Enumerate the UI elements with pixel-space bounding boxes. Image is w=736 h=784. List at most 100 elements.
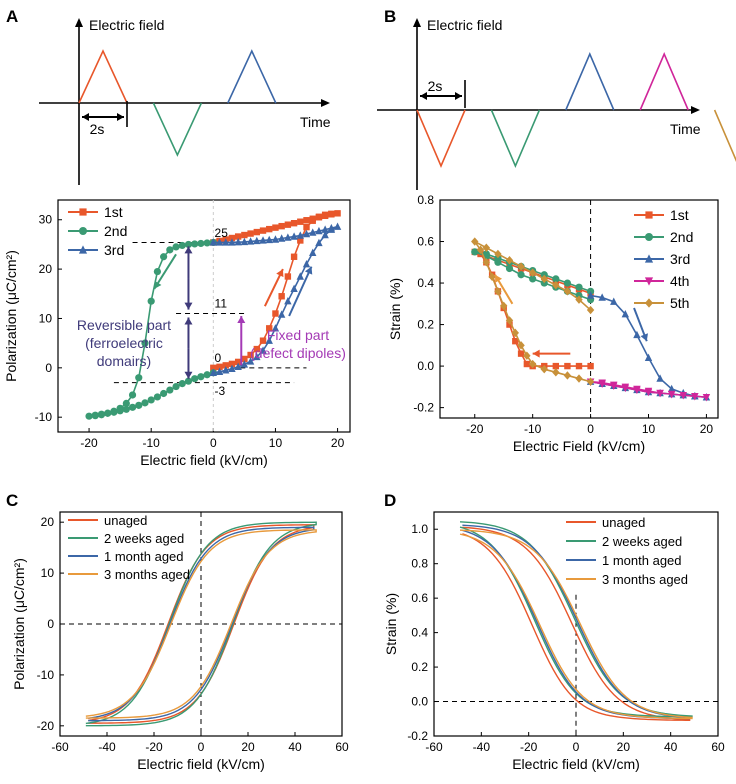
data-point-1st: [303, 217, 310, 224]
x-tick-label: 0: [573, 740, 580, 754]
y-tick-label: -0.2: [407, 729, 428, 743]
x-tick-label: -20: [80, 436, 98, 450]
data-point-3rd: [333, 222, 342, 230]
loop-3 months aged: [85, 529, 317, 719]
data-point-3rd: [215, 367, 224, 375]
legend-label: 1 month aged: [602, 553, 682, 568]
data-point-3rd: [265, 235, 273, 244]
data-point-3rd: [656, 374, 664, 382]
data-point-4th: [667, 390, 676, 399]
data-point-2nd: [153, 267, 162, 276]
data-point-2nd: [122, 399, 130, 407]
period-arrow-left-head: [420, 92, 427, 100]
x-tick-label: -60: [51, 740, 69, 754]
direction-arrow-2nd-head: [154, 280, 162, 289]
reversible-label: (ferroelectric: [85, 335, 163, 351]
data-point-2nd: [191, 240, 199, 248]
data-point-2nd: [178, 380, 186, 388]
y-tick-label: 0.2: [411, 660, 428, 674]
data-point-4th: [598, 379, 606, 387]
data-point-3rd: [234, 238, 242, 246]
data-point-2nd: [197, 373, 205, 381]
data-point-2nd: [172, 243, 180, 251]
data-point-2nd: [97, 410, 106, 418]
data-point-3rd: [246, 237, 255, 245]
data-point-5th: [517, 262, 525, 271]
data-point-3rd: [277, 234, 286, 242]
loop-1 month aged: [88, 526, 315, 722]
data-point-5th: [563, 371, 572, 380]
data-point-1st: [290, 220, 298, 227]
data-point-3rd: [215, 238, 224, 246]
data-point-1st: [297, 237, 304, 244]
data-point-2nd: [203, 239, 211, 247]
legend-label: 4th: [670, 273, 689, 289]
data-point-2nd: [166, 246, 174, 254]
data-point-1st: [278, 222, 285, 230]
data-point-1st: [564, 362, 571, 370]
chart-b-strain: -20 -10 0 10 20 -0.2 0.0 0.2 0.4 0.6 0.8 Electric F…: [387, 193, 719, 454]
pulse-4: [639, 51, 689, 111]
data-point-1st: [272, 224, 279, 231]
y-axis-label: Strain (%): [387, 278, 403, 340]
x-tick-label: -20: [466, 422, 484, 436]
data-point-4th: [656, 389, 664, 398]
legend-label: 2nd: [104, 223, 127, 239]
data-point-5th: [552, 280, 560, 290]
data-point-2nd: [147, 297, 155, 305]
x-tick-label: 20: [241, 740, 255, 754]
data-point-5th: [505, 256, 514, 265]
direction-arrow-3rd-head: [304, 266, 313, 275]
data-point-1st: [266, 225, 273, 233]
y-axis-label: Strain (%): [383, 593, 399, 655]
data-point-5th: [586, 377, 595, 386]
data-point-5th: [540, 365, 548, 374]
data-point-5th: [494, 249, 502, 259]
data-point-3rd: [621, 309, 630, 318]
wave-y-arrowhead: [413, 18, 421, 27]
fixed-arrow-head: [237, 316, 246, 323]
data-point-1st: [247, 351, 254, 359]
period-arrow-right-head: [117, 113, 124, 121]
data-point-3rd: [290, 284, 298, 293]
data-point-2nd: [191, 375, 199, 383]
data-point-1st: [266, 325, 273, 332]
data-point-2nd: [166, 386, 174, 394]
data-point-2nd: [128, 391, 137, 399]
data-point-1st: [234, 233, 242, 240]
data-point-3rd: [302, 229, 311, 238]
data-point-1st: [216, 363, 223, 371]
data-point-1st: [297, 218, 304, 225]
data-point-3rd: [259, 346, 267, 354]
data-point-1st: [241, 231, 248, 239]
data-point-3rd: [228, 364, 236, 373]
data-point-2nd: [184, 240, 193, 249]
wave-x-label: Time: [300, 114, 331, 130]
legend-label: 5th: [670, 295, 689, 311]
data-point-3rd: [240, 360, 249, 368]
data-point-1st: [328, 211, 335, 218]
level-0-label: 0: [215, 351, 222, 365]
data-point-5th: [505, 316, 514, 325]
data-point-5th: [517, 341, 525, 350]
period-arrow-right-head: [455, 92, 462, 100]
x-tick-label: 60: [711, 740, 725, 754]
data-point-1st: [228, 234, 236, 242]
data-point-4th: [610, 381, 618, 389]
legend-marker-5th: [644, 298, 654, 308]
data-point-1st: [575, 362, 583, 370]
y-tick-label: 10: [39, 311, 53, 325]
fixed-label: Fixed part: [267, 327, 329, 343]
legend-label: 1st: [104, 204, 123, 220]
data-point-5th: [575, 374, 583, 383]
data-point-3rd: [309, 248, 317, 257]
legend-label: 3 months aged: [602, 572, 688, 587]
x-tick-label: 20: [617, 740, 631, 754]
x-tick-label: -40: [98, 740, 116, 754]
loop-unaged: [462, 526, 691, 722]
data-point-1st: [517, 350, 525, 357]
data-point-5th: [575, 295, 583, 304]
data-point-3rd: [271, 324, 280, 332]
data-point-1st: [241, 355, 248, 363]
wave-y-label: Electric field: [89, 17, 164, 33]
